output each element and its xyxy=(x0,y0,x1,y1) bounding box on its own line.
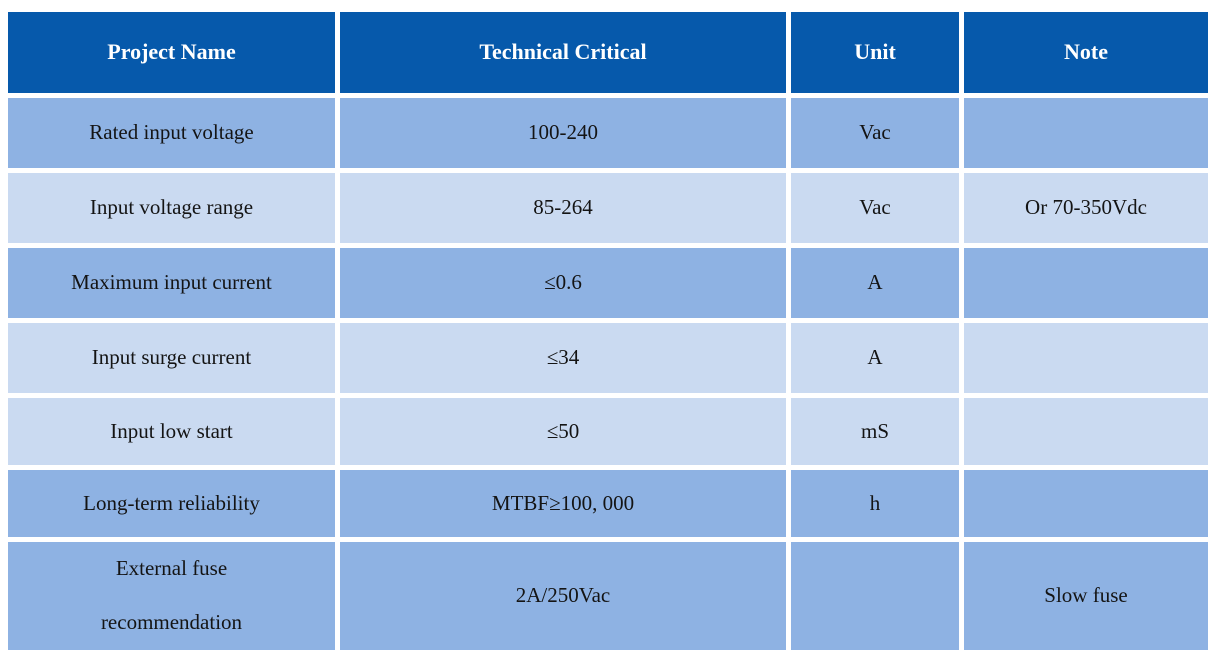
cell-unit: h xyxy=(791,470,959,537)
cell-note xyxy=(964,248,1208,318)
cell-unit: A xyxy=(791,248,959,318)
cell-project-name: Maximum input current xyxy=(8,248,335,318)
cell-note xyxy=(964,98,1208,168)
header-project-name: Project Name xyxy=(8,12,335,93)
cell-technical-critical: 2A/250Vac xyxy=(340,542,786,650)
cell-project-name: External fuse recommendation xyxy=(8,542,335,650)
cell-note: Or 70-350Vdc xyxy=(964,173,1208,243)
cell-note xyxy=(964,470,1208,537)
cell-unit: A xyxy=(791,323,959,393)
cell-technical-critical: MTBF≥100, 000 xyxy=(340,470,786,537)
cell-project-name: Input low start xyxy=(8,398,335,465)
header-note: Note xyxy=(964,12,1208,93)
cell-unit: Vac xyxy=(791,98,959,168)
header-unit: Unit xyxy=(791,12,959,93)
cell-project-name: Long-term reliability xyxy=(8,470,335,537)
cell-unit: mS xyxy=(791,398,959,465)
cell-technical-critical: 85-264 xyxy=(340,173,786,243)
cell-note: Slow fuse xyxy=(964,542,1208,650)
cell-project-name: Input voltage range xyxy=(8,173,335,243)
cell-note xyxy=(964,398,1208,465)
cell-note xyxy=(964,323,1208,393)
cell-technical-critical: ≤50 xyxy=(340,398,786,465)
cell-project-name: Rated input voltage xyxy=(8,98,335,168)
specifications-table: Project Name Technical Critical Unit Not… xyxy=(8,12,1208,650)
cell-unit: Vac xyxy=(791,173,959,243)
cell-unit xyxy=(791,542,959,650)
cell-technical-critical: ≤34 xyxy=(340,323,786,393)
cell-technical-critical: 100-240 xyxy=(340,98,786,168)
cell-project-name: Input surge current xyxy=(8,323,335,393)
cell-technical-critical: ≤0.6 xyxy=(340,248,786,318)
header-technical-critical: Technical Critical xyxy=(340,12,786,93)
